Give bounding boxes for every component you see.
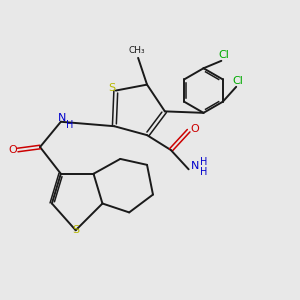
Text: H: H [66,120,74,130]
Text: N: N [58,113,67,123]
Text: Cl: Cl [219,50,230,60]
Text: H: H [200,157,207,167]
Text: S: S [72,225,79,235]
Text: O: O [190,124,199,134]
Text: H: H [200,167,207,177]
Text: S: S [108,82,115,93]
Text: O: O [8,145,17,155]
Text: Cl: Cl [232,76,243,86]
Text: N: N [191,161,200,171]
Text: CH₃: CH₃ [128,46,145,55]
